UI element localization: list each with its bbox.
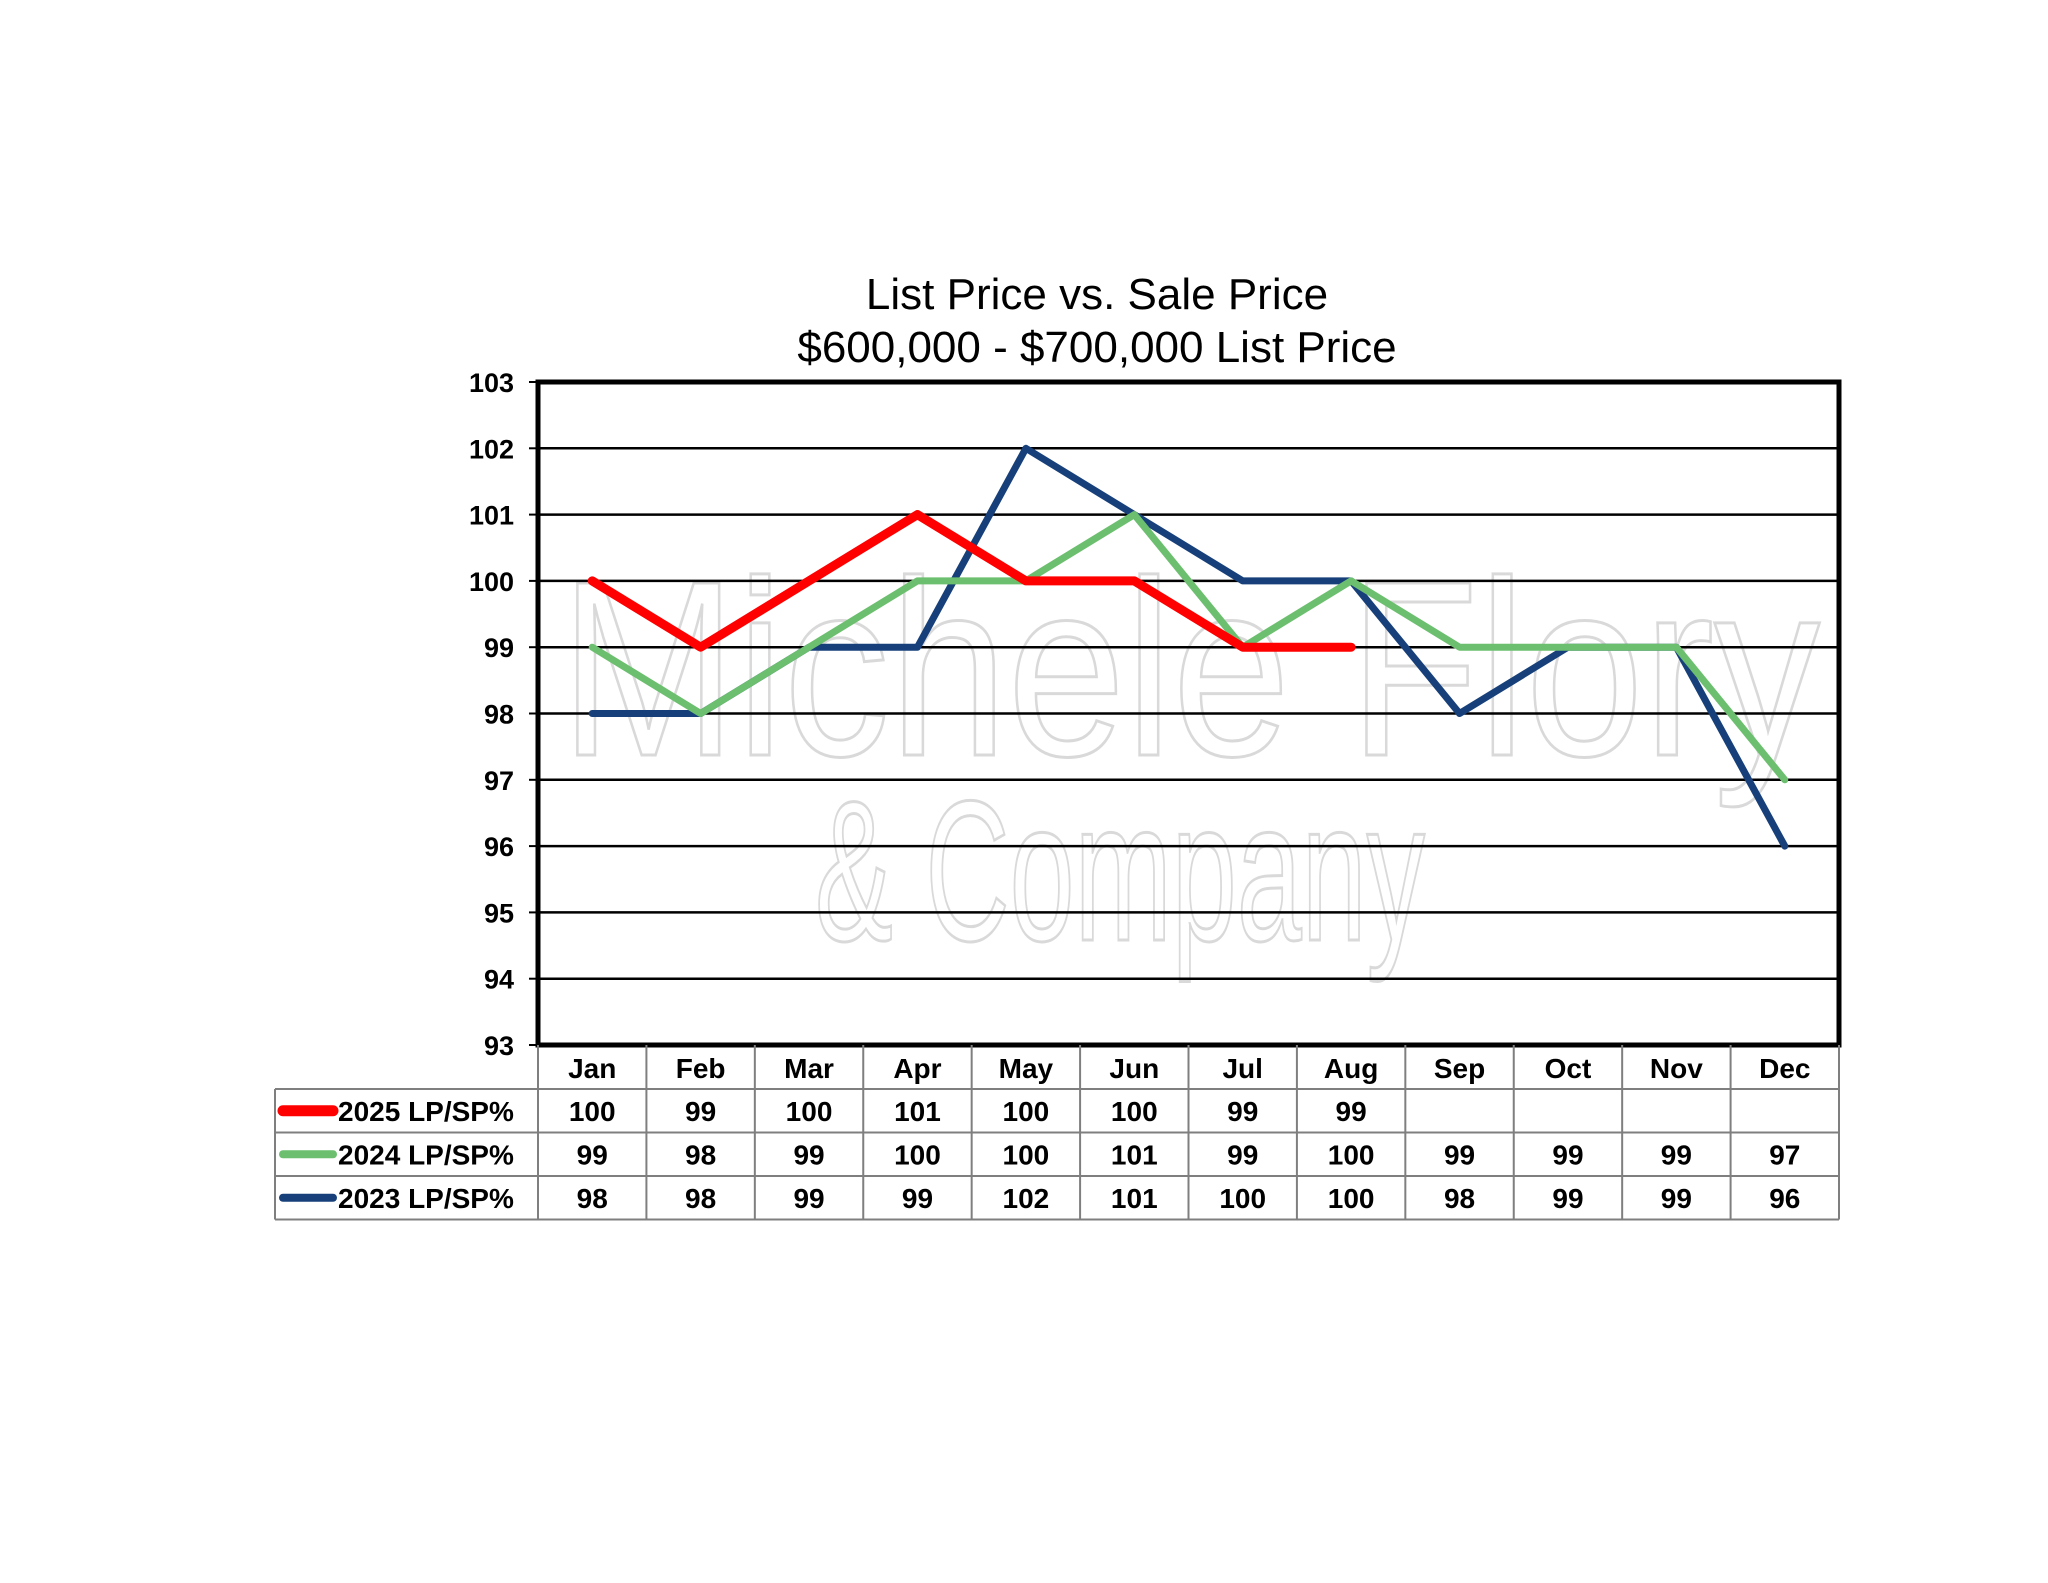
data-label: 99 — [1661, 1183, 1692, 1214]
legend-label: 2023 LP/SP% — [338, 1183, 514, 1214]
y-tick-label: 95 — [484, 898, 514, 928]
series-line-2025 — [587, 510, 1356, 652]
data-label: 100 — [1328, 1183, 1375, 1214]
data-label: 100 — [1111, 1096, 1158, 1127]
data-label: 99 — [1227, 1139, 1258, 1170]
x-tick-label: Jan — [568, 1053, 616, 1084]
y-tick-label: 102 — [469, 434, 514, 464]
series-lines — [587, 444, 1789, 850]
data-label: 98 — [577, 1183, 608, 1214]
data-label: 99 — [1444, 1139, 1475, 1170]
data-label: 101 — [894, 1096, 941, 1127]
data-label: 100 — [894, 1139, 941, 1170]
x-tick-label: Oct — [1545, 1053, 1592, 1084]
x-tick-label: Apr — [893, 1053, 941, 1084]
data-label: 99 — [793, 1139, 824, 1170]
data-label: 96 — [1769, 1183, 1800, 1214]
y-tick-label: 94 — [484, 965, 514, 995]
data-label: 99 — [1661, 1139, 1692, 1170]
y-tick-label: 99 — [484, 633, 514, 663]
x-tick-label: Mar — [784, 1053, 834, 1084]
data-label: 97 — [1769, 1139, 1800, 1170]
data-label: 102 — [1003, 1183, 1050, 1214]
data-label: 99 — [685, 1096, 716, 1127]
y-tick-label: 97 — [484, 766, 514, 796]
y-tick-label: 96 — [484, 832, 514, 862]
x-tick-label: Sep — [1434, 1053, 1485, 1084]
data-label: 98 — [685, 1139, 716, 1170]
y-tick-label: 98 — [484, 700, 514, 730]
y-axis: 93 94 95 96 97 98 99 100 101 102 103 — [469, 368, 538, 1061]
watermark-logo: Michele Flory & Company — [559, 528, 1822, 985]
data-label: 98 — [1444, 1183, 1475, 1214]
y-tick-label: 93 — [484, 1031, 514, 1061]
watermark-line-2: & Company — [815, 760, 1425, 983]
data-label: 100 — [1219, 1183, 1266, 1214]
y-tick-label: 101 — [469, 501, 514, 531]
grid — [538, 447, 1839, 980]
legend-label: 2024 LP/SP% — [338, 1139, 514, 1170]
chart-title: List Price vs. Sale Price — [866, 270, 1328, 319]
x-tick-label: Jun — [1109, 1053, 1159, 1084]
data-label: 99 — [1227, 1096, 1258, 1127]
legend-label: 2025 LP/SP% — [338, 1096, 514, 1127]
data-label: 100 — [569, 1096, 616, 1127]
x-tick-label: Feb — [676, 1053, 726, 1084]
x-tick-label: May — [999, 1053, 1054, 1084]
data-label: 99 — [1336, 1096, 1367, 1127]
x-tick-label: Nov — [1650, 1053, 1703, 1084]
data-label: 101 — [1111, 1139, 1158, 1170]
data-label: 99 — [793, 1183, 824, 1214]
data-label: 101 — [1111, 1183, 1158, 1214]
data-label: 100 — [1003, 1096, 1050, 1127]
series-line-2024 — [588, 511, 1789, 784]
x-tick-label: Dec — [1759, 1053, 1810, 1084]
data-table: Jan Feb Mar Apr May Jun Jul Aug Sep Oct Nov Dec 2025… — [274, 1045, 1840, 1221]
data-label: 100 — [786, 1096, 833, 1127]
data-label: 99 — [1552, 1139, 1583, 1170]
data-label: 99 — [577, 1139, 608, 1170]
x-tick-label: Aug — [1324, 1053, 1378, 1084]
data-label: 100 — [1328, 1139, 1375, 1170]
y-tick-label: 103 — [469, 368, 514, 398]
data-label: 98 — [685, 1183, 716, 1214]
chart-subtitle: $600,000 - $700,000 List Price — [797, 323, 1396, 372]
data-label: 100 — [1003, 1139, 1050, 1170]
data-label: 99 — [902, 1183, 933, 1214]
y-tick-label: 100 — [469, 567, 514, 597]
x-tick-label: Jul — [1222, 1053, 1262, 1084]
data-label: 99 — [1552, 1183, 1583, 1214]
